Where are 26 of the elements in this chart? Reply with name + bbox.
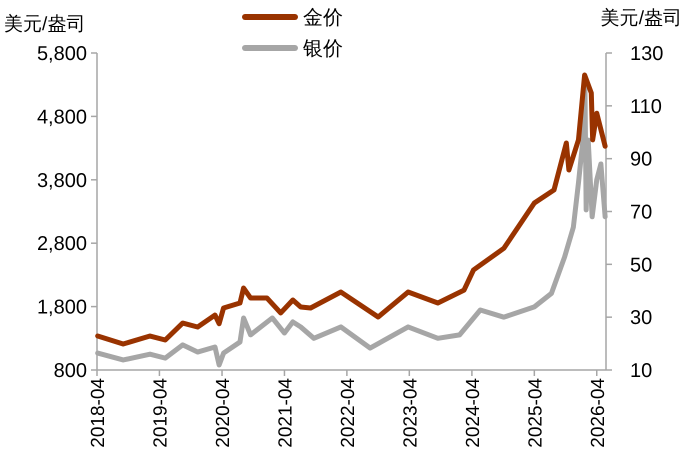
- y2-tick-label: 70: [630, 202, 652, 224]
- y-tick-label: 4,800: [36, 106, 87, 128]
- y2-tick-label: 110: [630, 96, 662, 118]
- x-tick-label: 2022-04: [338, 378, 359, 448]
- y-axis-title: 美元/盎司: [4, 13, 86, 35]
- y2-tick-label: 130: [630, 43, 664, 65]
- x-tick-label: 2025-04: [525, 378, 546, 448]
- x-tick-label: 2026-04: [588, 378, 609, 448]
- legend-label: 金价: [303, 7, 343, 29]
- x-tick-label: 2021-04: [275, 378, 296, 448]
- y2-axis-title: 美元/盎司: [600, 7, 682, 29]
- y-tick-label: 3,800: [36, 170, 87, 192]
- x-tick-label: 2019-04: [150, 378, 172, 448]
- y2-tick-label: 10: [630, 360, 652, 382]
- y2-tick-label: 90: [630, 148, 652, 171]
- y-tick-label: 2,800: [36, 233, 87, 256]
- y-tick-label: 1,800: [36, 296, 87, 319]
- x-tick-label: 2023-04: [400, 378, 422, 448]
- y2-tick-label: 50: [630, 254, 652, 276]
- legend-label: 银价: [302, 38, 343, 60]
- y-tick-label: 800: [54, 360, 87, 382]
- y2-tick-label: 30: [630, 307, 652, 330]
- x-tick-label: 2018-04: [88, 378, 109, 448]
- x-tick-label: 2020-04: [213, 378, 234, 448]
- x-tick-label: 2024-04: [462, 378, 484, 448]
- y-tick-label: 5,800: [36, 43, 87, 65]
